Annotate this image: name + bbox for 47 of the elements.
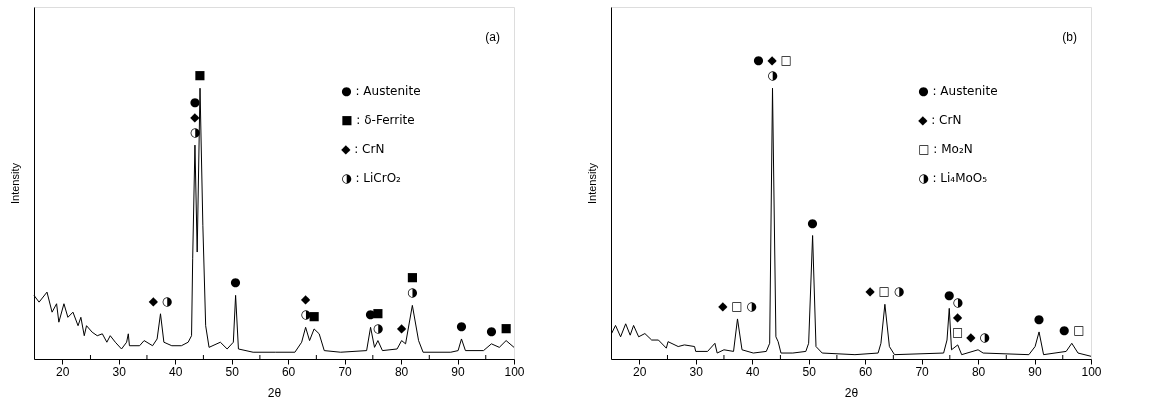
x-tick-label: 70 [338,364,353,379]
annotation: ◆ : CrN [918,113,962,127]
annotation: ■ [500,320,512,335]
annotation: ◆ ◑ [148,293,173,308]
x-tick-label: 80 [971,364,986,379]
annotation: ■ : δ-Ferrite [341,113,415,127]
annotation: ● : Austenite [341,84,421,98]
annotation: ◆ : CrN [341,142,385,156]
annotation: ◆ ◑ [966,329,991,344]
x-tick-label: 80 [394,364,409,379]
x-tick-label: 50 [225,364,240,379]
annotation: ◆ □ ◑ [865,284,905,299]
x-tick-label: 100 [504,364,525,379]
annotation: ● [486,323,497,338]
x-tick-label: 70 [915,364,930,379]
annotation: ● ◆ □ ◑ [753,53,792,83]
x-tick-label: 30 [689,364,704,379]
x-tick-label: 60 [281,364,296,379]
y-axis-title: Intensity [8,162,21,204]
annotation: □ : Mo₂N [918,142,973,156]
annotation: ◑ : LiCrO₂ [341,171,402,185]
chart-title: (a) [485,30,500,44]
annotation: ● [456,318,467,333]
x-tick-label: 40 [746,364,760,379]
x-tick-label: 20 [56,364,70,379]
x-tick-label: 100 [1081,364,1102,379]
x-tick-label: 20 [633,364,647,379]
x-tick-label: 90 [451,364,466,379]
x-tick-label: 40 [169,364,183,379]
x-axis-title: 2θ [844,385,859,400]
annotation: ● [807,215,818,230]
annotation: ◆ □ ◑ [718,298,758,313]
x-axis-title: 2θ [267,385,282,400]
annotation: ● □ [1058,323,1085,338]
annotation: ● : Austenite [918,84,998,98]
chart-title: (b) [1062,30,1077,44]
x-tick-label: 90 [1028,364,1043,379]
x-tick-label: 50 [802,364,817,379]
annotation: ◆ [397,320,408,335]
annotation: ● [1033,311,1045,326]
x-tick-label: 60 [858,364,873,379]
annotation: ■ [194,68,206,83]
annotation: ● [230,275,241,290]
annotation: ◑ : Li₄MoO₅ [918,171,988,185]
y-axis-title: Intensity [585,162,598,204]
x-tick-label: 30 [112,364,127,379]
annotation: ■ ◑ [406,270,419,300]
